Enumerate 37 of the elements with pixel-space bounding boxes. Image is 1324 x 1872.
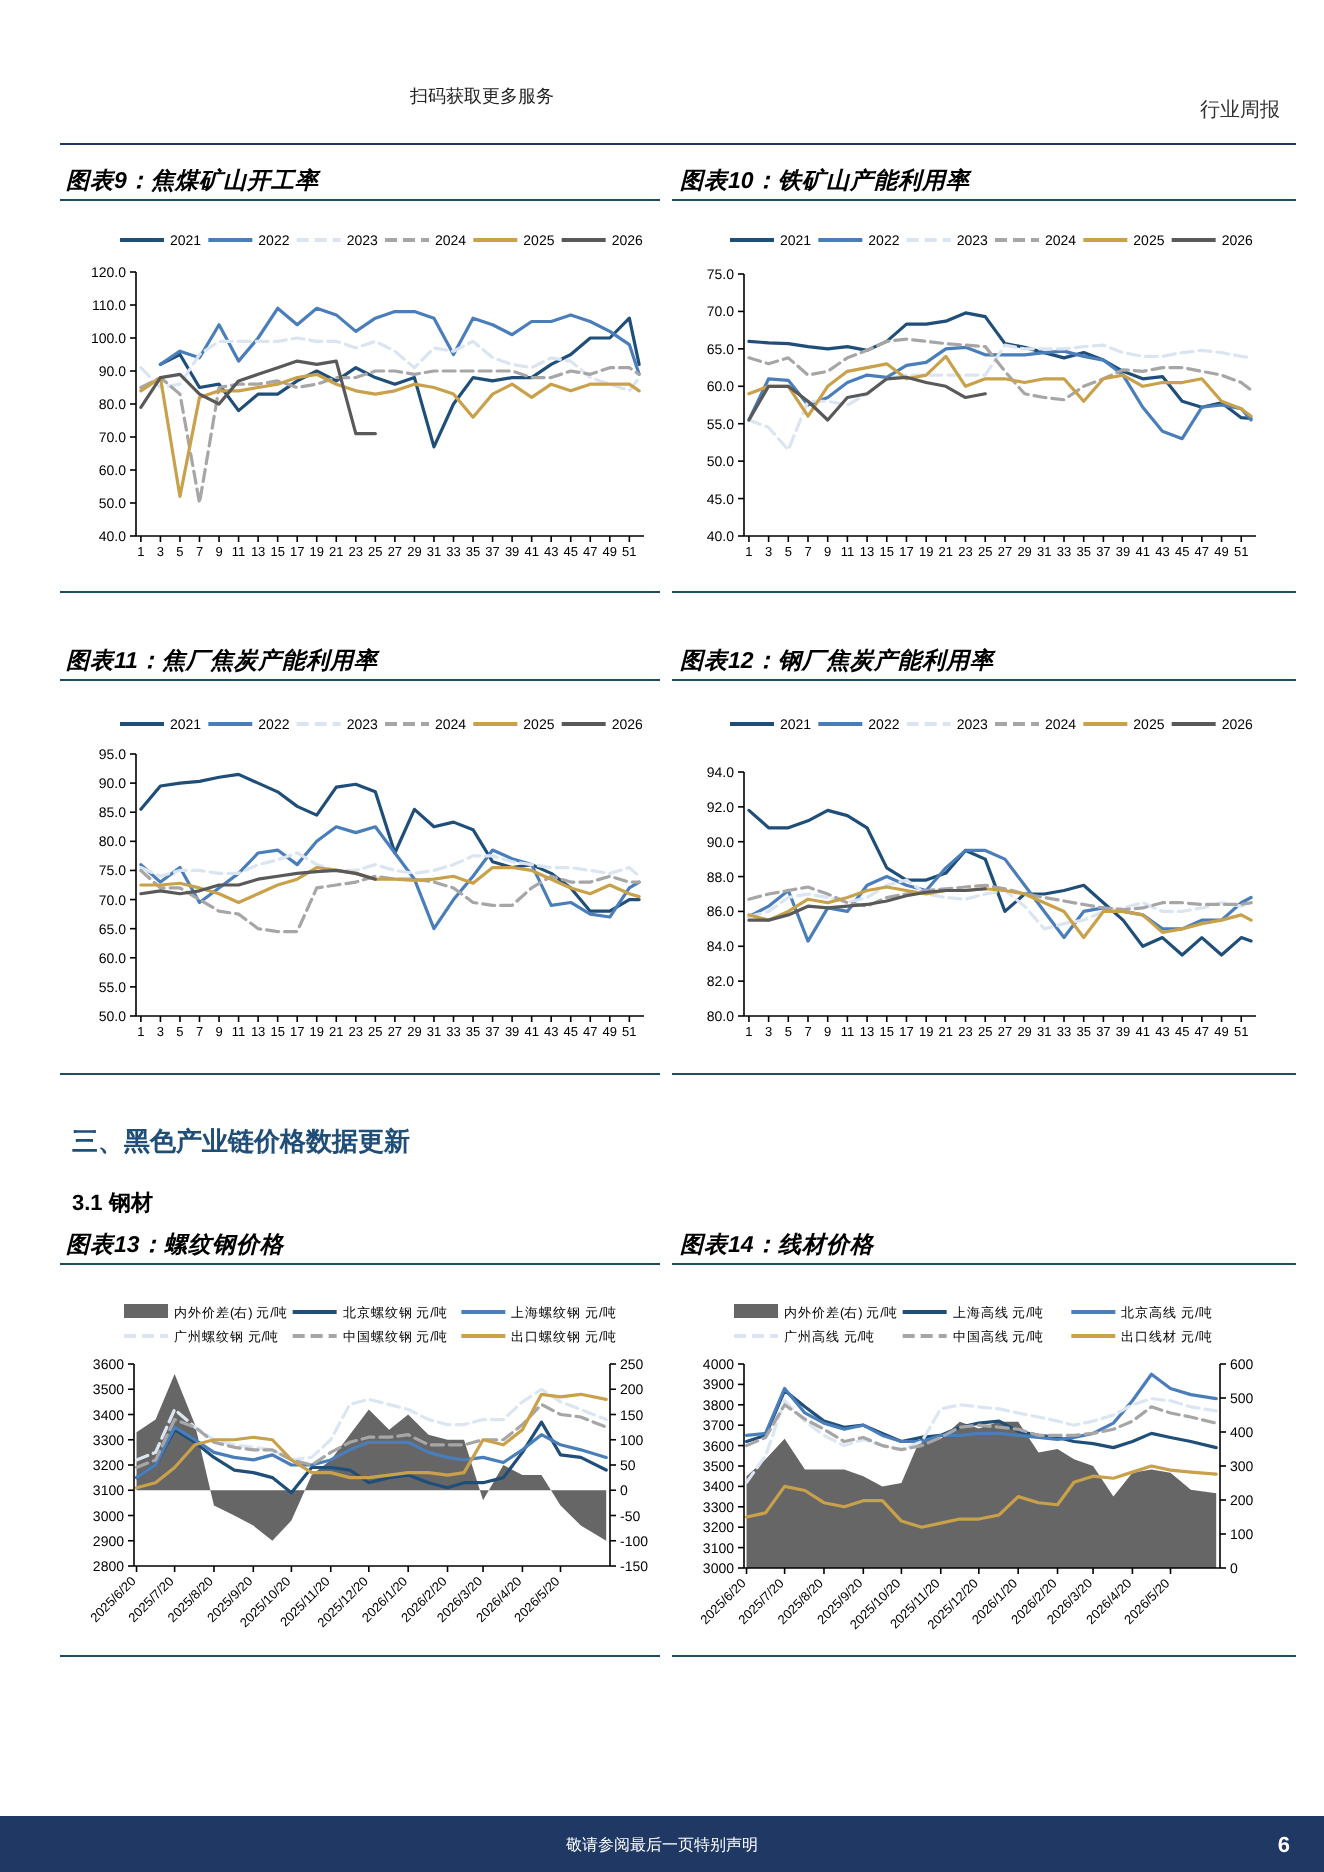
text: 敬请参阅最后一页特别声明 [566, 1836, 758, 1854]
chart-title: 图表11：焦厂焦炭产能利用率 [66, 646, 380, 674]
chart-title: 图表14：线材价格 [680, 1232, 876, 1258]
line-series [158, 306, 641, 376]
line-series [747, 883, 1253, 912]
line-series [139, 772, 641, 913]
line-series [747, 878, 1253, 931]
line-series [747, 375, 987, 422]
line-series [747, 885, 1253, 940]
line-series [747, 887, 987, 922]
line-series [747, 354, 1253, 418]
line-series [744, 1464, 1218, 1529]
text: 3.1 钢材 [72, 1190, 153, 1216]
text: 行业周报 [1200, 98, 1280, 122]
line-series [747, 337, 1253, 402]
line-series [139, 868, 641, 934]
text: 6 [1277, 1834, 1290, 1858]
line-series [744, 1372, 1218, 1444]
line-series [139, 336, 641, 393]
chart-title: 图表9：焦煤矿山开工率 [66, 166, 321, 194]
line-series [158, 316, 641, 449]
line-series [139, 865, 641, 905]
line-series [747, 311, 1253, 421]
line-series [744, 1403, 1218, 1452]
line-series [744, 1397, 1218, 1484]
chart-title: 图表10：铁矿山产能利用率 [680, 166, 972, 194]
text: 三、黑色产业链价格数据更新 [72, 1126, 410, 1156]
line-series [744, 1388, 1218, 1450]
line-series [747, 848, 1253, 943]
chart-title: 图表12：钢厂焦炭产能利用率 [680, 646, 996, 674]
line-series [139, 359, 377, 436]
text: 扫码获取更多服务 [408, 86, 554, 106]
line-series [139, 825, 641, 931]
line-series [139, 868, 377, 896]
line-series [747, 808, 1253, 957]
chart-title: 图表13：螺纹钢价格 [66, 1232, 286, 1258]
line-series [139, 851, 641, 878]
